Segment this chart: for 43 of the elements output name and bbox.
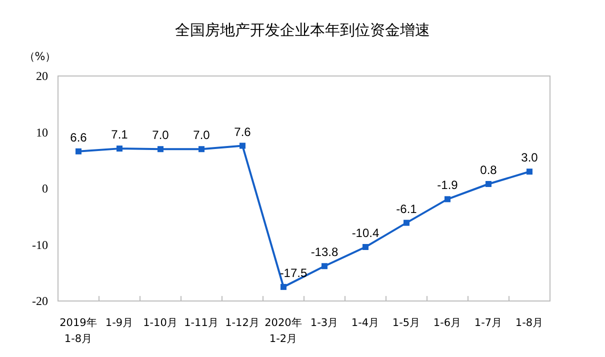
point bbox=[444, 196, 450, 202]
point bbox=[322, 263, 328, 270]
x-tick-label: 1-3月 bbox=[310, 317, 339, 329]
point bbox=[198, 146, 204, 152]
y-axis-title: （%） bbox=[24, 50, 56, 63]
point bbox=[116, 146, 122, 152]
x-tick-label: 1-10月 bbox=[143, 317, 178, 329]
data-label: -13.8 bbox=[310, 245, 338, 260]
point bbox=[404, 220, 410, 226]
data-label: -17.5 bbox=[280, 266, 308, 280]
point bbox=[158, 146, 164, 152]
x-tick-label: 1-11月 bbox=[184, 317, 219, 329]
y-tick-label: 0 bbox=[42, 182, 48, 196]
y-tick-label: -10 bbox=[32, 238, 48, 252]
point bbox=[486, 181, 492, 187]
data-label: -1.9 bbox=[437, 178, 458, 192]
data-label: -6.1 bbox=[396, 202, 418, 216]
y-tick-label: 20 bbox=[36, 69, 48, 83]
point bbox=[76, 148, 82, 154]
data-label: 7.1 bbox=[111, 128, 128, 142]
point bbox=[362, 244, 368, 250]
x-tick-label: 1-12月 bbox=[225, 317, 260, 329]
x-tick-label: 1-4月 bbox=[351, 317, 380, 329]
data-label: 0.8 bbox=[480, 163, 498, 177]
x-tick-label: 1-5月 bbox=[392, 317, 421, 329]
point bbox=[280, 284, 286, 290]
data-label: 7.0 bbox=[193, 128, 210, 142]
x-tick-label: 1-8月 bbox=[515, 317, 544, 329]
point bbox=[240, 142, 246, 149]
data-label: 7.0 bbox=[152, 128, 170, 142]
x-tick-label: 1-9月 bbox=[105, 317, 134, 329]
x-tick-label: 1-7月 bbox=[474, 317, 503, 329]
y-tick-label: -20 bbox=[32, 294, 48, 308]
chart-title: 全国房地产开发企业本年到位资金增速 bbox=[175, 21, 430, 39]
data-label: -10.4 bbox=[352, 226, 380, 240]
data-label: 3.0 bbox=[521, 150, 538, 165]
x-tick-label: 2019年 1-8月 bbox=[60, 317, 98, 345]
x-tick-label: 1-6月 bbox=[433, 317, 462, 329]
data-label: 7.6 bbox=[234, 124, 252, 139]
point bbox=[526, 168, 532, 175]
x-tick-label: 2020年 1-2月 bbox=[264, 317, 302, 345]
data-label: 6.6 bbox=[70, 130, 88, 144]
y-tick-label: 10 bbox=[36, 125, 48, 140]
